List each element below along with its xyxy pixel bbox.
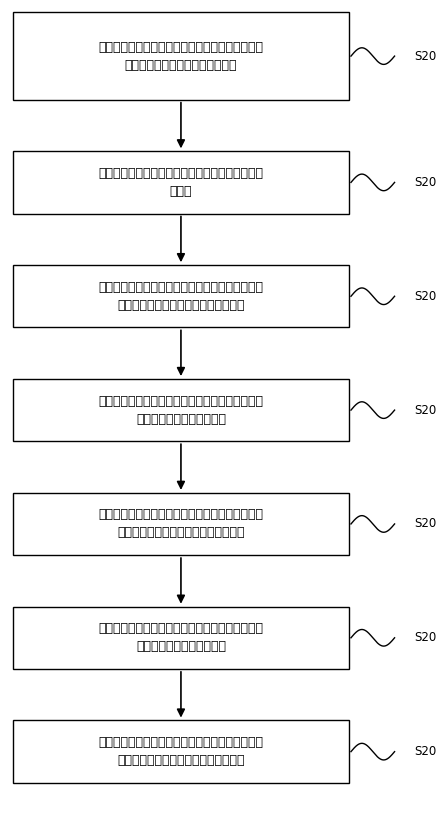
Text: 在第二级分段后，根据最小分段内的电缆敷设方向
对最小分段内的离散点重新排序并编号: 在第二级分段后，根据最小分段内的电缆敷设方向 对最小分段内的离散点重新排序并编号 bbox=[99, 509, 263, 539]
FancyBboxPatch shape bbox=[13, 379, 349, 441]
Text: S203: S203 bbox=[414, 290, 436, 302]
FancyBboxPatch shape bbox=[13, 265, 349, 327]
Text: S206: S206 bbox=[414, 632, 436, 644]
Text: 根据管线探测方向从开始探测的一端向电缆的另一
端，对离散点进行初始排序并编号: 根据管线探测方向从开始探测的一端向电缆的另一 端，对离散点进行初始排序并编号 bbox=[99, 41, 263, 71]
FancyBboxPatch shape bbox=[13, 12, 349, 100]
FancyBboxPatch shape bbox=[13, 493, 349, 555]
Text: 根据离散点所属的电缆弯曲种类对第二级分段后各
段中离散点进行第三级分段: 根据离散点所属的电缆弯曲种类对第二级分段后各 段中离散点进行第三级分段 bbox=[99, 622, 263, 653]
Text: S202: S202 bbox=[414, 176, 436, 189]
Text: 根据离散点对应的电缆敷设方式对第一级分段后各
段中离散点进行第二级分段: 根据离散点对应的电缆敷设方式对第一级分段后各 段中离散点进行第二级分段 bbox=[99, 395, 263, 425]
Text: S201: S201 bbox=[414, 50, 436, 62]
FancyBboxPatch shape bbox=[13, 151, 349, 214]
Text: S204: S204 bbox=[414, 404, 436, 416]
Text: 根据离散点对应的电缆接地方式对离散点进行第一
级分段: 根据离散点对应的电缆接地方式对离散点进行第一 级分段 bbox=[99, 167, 263, 198]
FancyBboxPatch shape bbox=[13, 720, 349, 783]
FancyBboxPatch shape bbox=[13, 607, 349, 669]
Text: S205: S205 bbox=[414, 518, 436, 530]
Text: 在第三级分段后，根据最小分段内的电缆敷设方向
对最小分段内的离散点重新排序并编号: 在第三级分段后，根据最小分段内的电缆敷设方向 对最小分段内的离散点重新排序并编号 bbox=[99, 736, 263, 767]
Text: S207: S207 bbox=[414, 745, 436, 758]
Text: 在第一级分段后，根据最小分段内的电缆敷设方向
对最小分段内的离散点重新排序并编号: 在第一级分段后，根据最小分段内的电缆敷设方向 对最小分段内的离散点重新排序并编号 bbox=[99, 281, 263, 312]
